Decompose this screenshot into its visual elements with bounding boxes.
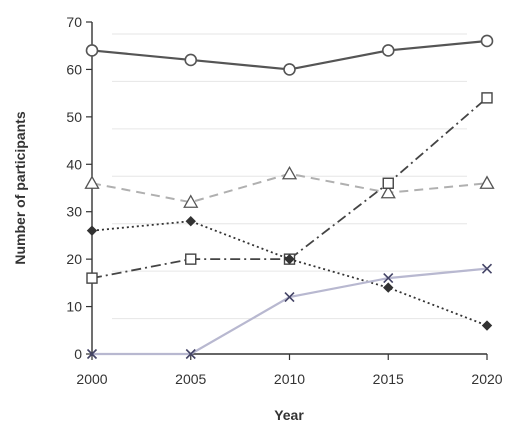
data-point — [481, 263, 493, 274]
series-2 — [84, 165, 495, 208]
data-point — [481, 92, 493, 104]
data-point — [183, 194, 199, 208]
y-tick-label: 70 — [66, 14, 82, 30]
data-point — [85, 44, 99, 57]
data-point — [184, 53, 198, 67]
y-ticks: 0 10 20 30 40 50 60 70 — [66, 14, 92, 362]
data-point — [383, 273, 394, 284]
series-5 — [86, 263, 493, 360]
x-tick-label: 2005 — [175, 371, 206, 387]
series-line — [91, 220, 488, 327]
data-point — [283, 63, 296, 76]
y-axis-title: Number of participants — [12, 111, 28, 264]
y-tick-label: 10 — [66, 299, 82, 315]
data-point — [381, 44, 395, 57]
series-1 — [85, 34, 494, 76]
data-point — [86, 272, 98, 284]
data-point — [480, 34, 494, 48]
x-ticks: 2000 2005 2010 2015 2020 — [76, 354, 503, 387]
y-tick-label: 0 — [74, 346, 82, 362]
x-tick-label: 2015 — [373, 371, 404, 387]
y-tick-label: 40 — [66, 156, 82, 172]
x-axis-title: Year — [274, 407, 304, 423]
y-tick-label: 20 — [66, 251, 82, 267]
grid-layer — [112, 33, 467, 320]
data-point — [86, 225, 98, 236]
data-point — [185, 253, 197, 265]
series-4 — [86, 215, 493, 331]
data-point — [383, 282, 394, 293]
series-layer — [84, 34, 495, 360]
data-point — [185, 215, 196, 227]
data-point — [481, 320, 493, 331]
data-point — [479, 175, 495, 189]
data-point — [84, 175, 100, 189]
y-tick-label: 30 — [66, 204, 82, 220]
y-tick-label: 50 — [66, 109, 82, 125]
data-point — [86, 348, 98, 360]
x-tick-label: 2010 — [274, 371, 305, 387]
data-point — [284, 292, 295, 303]
y-tick-label: 60 — [66, 61, 82, 77]
series-line — [92, 267, 488, 356]
series-line — [91, 97, 488, 279]
data-point — [284, 253, 295, 265]
x-tick-label: 2000 — [76, 371, 107, 387]
x-tick-label: 2020 — [471, 371, 502, 387]
data-point — [382, 177, 394, 189]
data-point — [281, 165, 298, 180]
data-point — [185, 348, 196, 360]
data-point — [380, 184, 396, 199]
